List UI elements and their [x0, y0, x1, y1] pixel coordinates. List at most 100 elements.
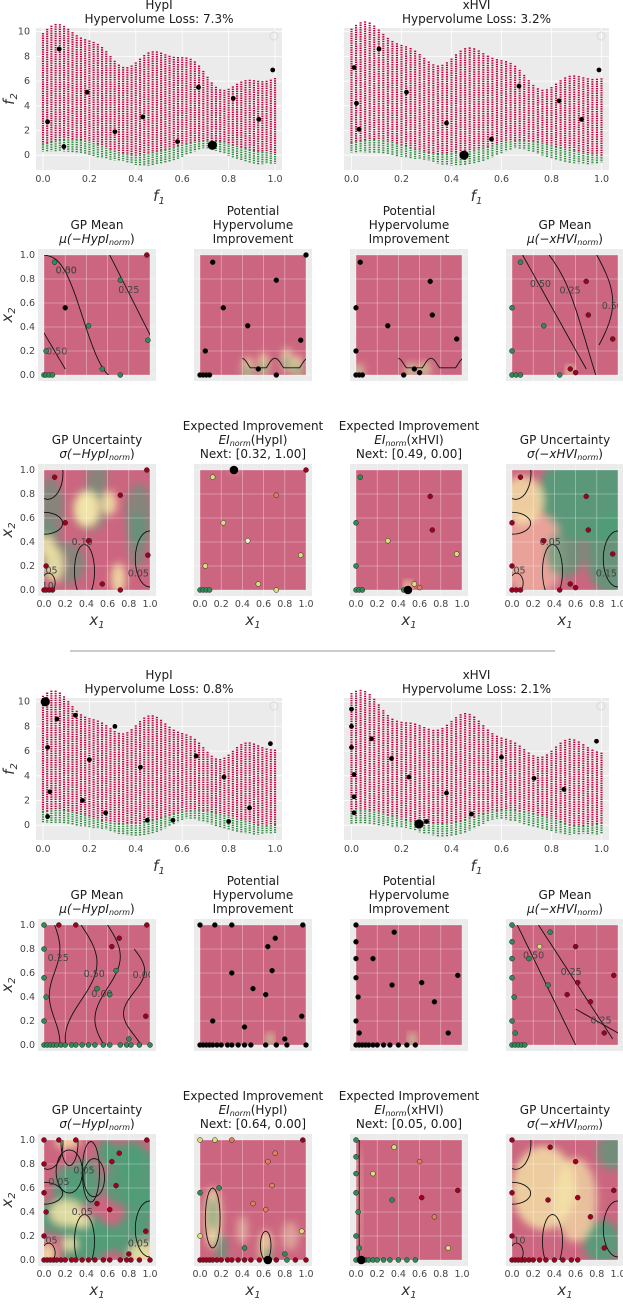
- evaluated-point: [80, 798, 85, 803]
- sample-point: [274, 493, 279, 498]
- evaluated-point: [113, 129, 118, 134]
- sample-point: [541, 323, 546, 328]
- sample-point: [44, 349, 49, 354]
- sample-point: [42, 1190, 47, 1195]
- sample-point: [107, 1207, 112, 1212]
- contour-label: 0.25: [48, 953, 69, 964]
- sample-point: [412, 367, 417, 372]
- sample-point: [568, 367, 573, 372]
- sample-point: [229, 1043, 234, 1048]
- y-tick-label: 0.4: [20, 322, 35, 333]
- x-tick-label: 0.0: [192, 599, 207, 610]
- sample-point: [229, 923, 234, 928]
- sample-point: [419, 1195, 424, 1200]
- x-axis-label: x1: [400, 611, 416, 631]
- contour-label: 0.25: [561, 967, 582, 978]
- plot-title: Potential: [383, 874, 436, 888]
- sample-point: [360, 373, 365, 378]
- x-tick-label: 1.0: [594, 844, 609, 855]
- sample-point: [145, 338, 150, 343]
- sample-point: [42, 947, 47, 952]
- next-point: [357, 1256, 366, 1265]
- x-tick-label: 0.2: [526, 599, 541, 610]
- sample-point: [531, 1258, 536, 1263]
- sample-point: [385, 323, 390, 328]
- surface-base: [512, 255, 618, 375]
- sample-point: [455, 973, 460, 978]
- plot-subtitle: σ(−xHVInorm): [527, 1117, 603, 1132]
- sample-point: [537, 944, 542, 949]
- sample-point: [86, 538, 91, 543]
- sample-point: [210, 260, 215, 265]
- sample-point: [95, 986, 100, 991]
- y-axis-label: x2: [0, 307, 18, 323]
- sample-point: [510, 956, 515, 961]
- sample-point: [510, 349, 515, 354]
- x-tick-label: 0.0: [192, 1269, 207, 1280]
- evaluated-point: [352, 810, 357, 815]
- y-axis-label: x2: [0, 522, 18, 538]
- sample-point: [430, 313, 435, 318]
- x-tick-label: 1.0: [142, 1269, 157, 1280]
- sample-point: [354, 1019, 359, 1024]
- y-tick-label: 0.4: [20, 1207, 35, 1218]
- sample-point: [354, 939, 359, 944]
- surface: [200, 468, 306, 590]
- y-tick-label: 2: [24, 125, 30, 136]
- sample-point: [282, 1037, 287, 1042]
- sample-point: [432, 999, 437, 1004]
- sample-point: [80, 1043, 85, 1048]
- sample-point: [63, 520, 68, 525]
- sample-point: [42, 1234, 47, 1239]
- sample-point: [417, 585, 422, 590]
- evaluated-point: [377, 47, 382, 52]
- sample-point: [198, 1190, 203, 1195]
- sample-point: [101, 1043, 106, 1048]
- sample-point: [144, 1138, 149, 1143]
- sample-point: [518, 588, 523, 593]
- sample-point: [100, 582, 105, 587]
- sample-point: [137, 1258, 142, 1263]
- x-tick-label: 1.0: [267, 174, 282, 185]
- sample-point: [42, 923, 47, 928]
- y-tick-label: 4: [24, 771, 30, 782]
- x-tick-label: 0.0: [504, 599, 519, 610]
- design-plot-1-0-0: GP Meanμ(−HypInorm)0.250.500.000.000.00.…: [0, 888, 156, 1051]
- sample-point: [512, 995, 517, 1000]
- x-tick-label: 0.2: [58, 1269, 73, 1280]
- surface-blob: [208, 1196, 216, 1232]
- sample-point: [44, 564, 49, 569]
- surface-blob: [101, 491, 116, 515]
- evaluated-point: [57, 47, 62, 52]
- next-point: [459, 151, 468, 160]
- y-axis-label: f2: [0, 763, 20, 775]
- x-tick-label: 0.6: [494, 174, 509, 185]
- sample-point: [510, 1190, 515, 1195]
- x-tick-label: 0.6: [175, 844, 190, 855]
- plot-subtitle: Hypervolume Loss: 2.1%: [402, 682, 551, 696]
- surface: [512, 1134, 623, 1264]
- sample-point: [50, 588, 55, 593]
- sample-point: [510, 923, 515, 928]
- sample-point: [80, 1258, 85, 1263]
- plot-title-line: Next: [0.05, 0.00]: [356, 1117, 462, 1131]
- x-tick-label: 0.2: [58, 599, 73, 610]
- x-tick-label: 1.0: [610, 1269, 623, 1280]
- x-axis-label: x1: [556, 611, 572, 631]
- x-axis-label: f1: [471, 857, 483, 877]
- contour-label: 0.05: [73, 1165, 94, 1176]
- x-tick-label: 0.8: [589, 1269, 604, 1280]
- evaluated-point: [444, 121, 449, 126]
- sample-point: [454, 337, 459, 342]
- plot-subtitle: Hypervolume Loss: 3.2%: [402, 12, 551, 26]
- sample-point: [298, 338, 303, 343]
- x-tick-label: 1.0: [454, 599, 469, 610]
- evaluated-point: [138, 765, 143, 770]
- surface: [512, 925, 618, 1045]
- x-tick-label: 1.0: [142, 599, 157, 610]
- sample-point: [557, 588, 562, 593]
- sample-point: [221, 520, 226, 525]
- sample-point: [454, 552, 459, 557]
